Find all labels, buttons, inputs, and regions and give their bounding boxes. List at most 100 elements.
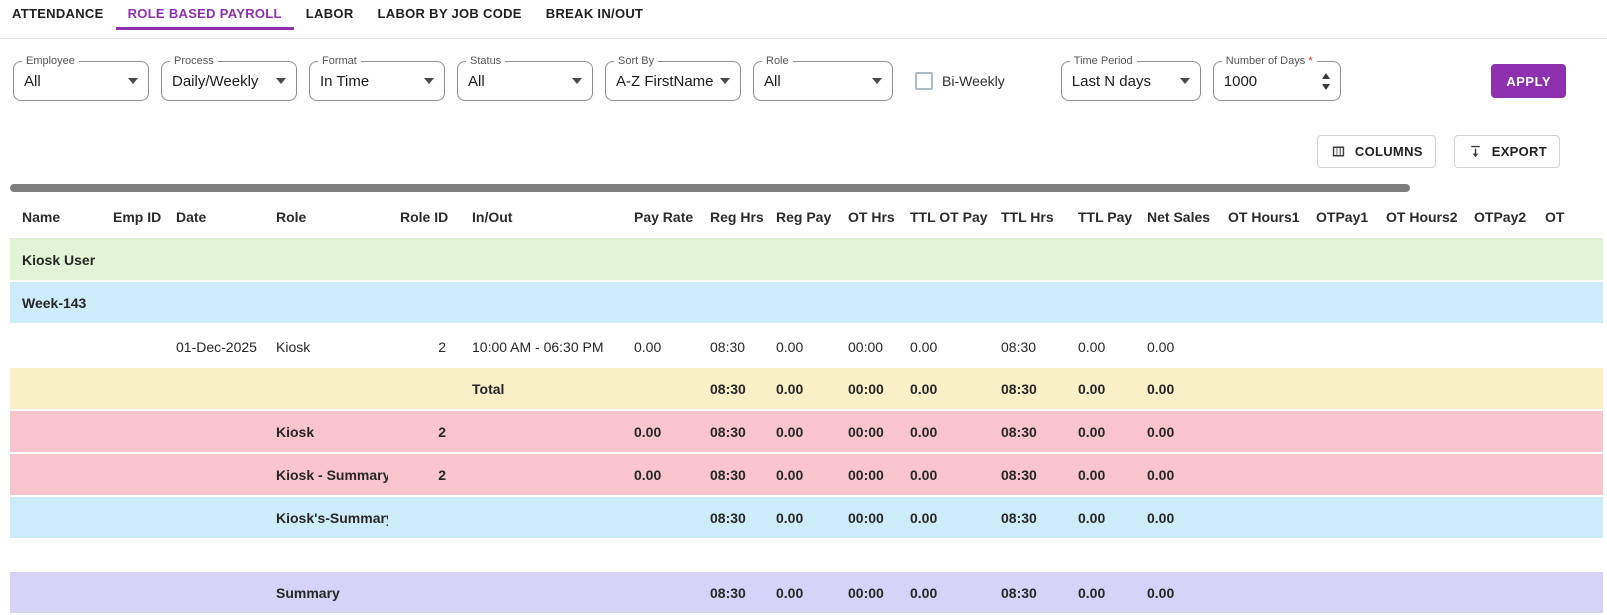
- spinner-down-icon[interactable]: [1321, 83, 1330, 90]
- number-of-days-spinner: [1321, 72, 1330, 90]
- cell-ttl-hrs: 08:30: [1001, 584, 1037, 601]
- tab-labor-by-job-code[interactable]: LABOR BY JOB CODE: [377, 6, 522, 21]
- cell-in-out: Total: [472, 380, 505, 397]
- cell-ot-hrs: 00:00: [848, 584, 884, 601]
- format-filter-value: In Time: [320, 72, 370, 90]
- table-row[interactable]: Summary 08:30 0.00 00:00 0.00 08:30 0.00 0.00: [10, 572, 1603, 615]
- bi-weekly-checkbox[interactable]: [915, 72, 933, 90]
- column-header-date[interactable]: Date: [176, 208, 207, 225]
- table-row[interactable]: Kiosk - Summary 2 0.00 08:30 0.00 00:00 0.00 08…: [10, 454, 1603, 497]
- cell-ttl-ot-pay: 0.00: [910, 338, 938, 355]
- table-row[interactable]: Kiosk User: [10, 239, 1603, 282]
- table-row[interactable]: Kiosk 2 0.00 08:30 0.00 00:00 0.00 08:30 0.00 0.0…: [10, 411, 1603, 454]
- process-filter-select[interactable]: Process Daily/Weekly: [161, 55, 297, 101]
- cell-role-id: 2: [438, 466, 446, 483]
- column-header-reg-pay[interactable]: Reg Pay: [776, 208, 832, 225]
- columns-button[interactable]: COLUMNS: [1316, 135, 1436, 168]
- table-row[interactable]: 01-Dec-2025 Kiosk 2 10:00 AM - 06:30 PM 0.00…: [10, 325, 1603, 368]
- table-row[interactable]: Week-143: [10, 282, 1603, 325]
- table-row[interactable]: Total 08:30 0.00 00:00 0.00 08:30 0.00 0.00: [10, 368, 1603, 411]
- cell-in-out: 10:00 AM - 06:30 PM: [472, 338, 604, 355]
- cell-role: Kiosk - Summary: [276, 466, 388, 483]
- tab-attendance[interactable]: ATTENDANCE: [12, 6, 104, 21]
- sort-by-filter-label: Sort By: [614, 55, 659, 67]
- cell-ttl-ot-pay: 0.00: [910, 466, 938, 483]
- column-header-role-id[interactable]: Role ID: [400, 208, 449, 225]
- number-of-days-input[interactable]: [1223, 72, 1294, 90]
- role-filter-select[interactable]: Role All: [753, 55, 893, 101]
- cell-ttl-hrs: 08:30: [1001, 338, 1037, 355]
- employee-filter-value: All: [24, 72, 41, 90]
- spinner-up-icon[interactable]: [1321, 72, 1330, 79]
- cell-role: Kiosk's-Summary: [276, 509, 388, 526]
- status-filter-value: All: [468, 72, 485, 90]
- cell-ttl-ot-pay: 0.00: [910, 509, 938, 526]
- cell-net-sales: 0.00: [1147, 380, 1175, 397]
- required-asterisk: *: [1308, 55, 1313, 67]
- cell-reg-pay: 0.00: [776, 509, 804, 526]
- cell-date: 01-Dec-2025: [176, 338, 257, 355]
- sort-by-filter-select[interactable]: Sort By A-Z FirstName: [605, 55, 741, 101]
- column-header-otpay1[interactable]: OTPay1: [1316, 208, 1369, 225]
- process-filter-label: Process: [170, 55, 218, 67]
- column-header-name[interactable]: Name: [22, 208, 61, 225]
- cell-role: Kiosk: [276, 423, 315, 440]
- export-button[interactable]: EXPORT: [1453, 135, 1560, 168]
- cell-reg-hrs: 08:30: [710, 338, 746, 355]
- cell-role-id: 2: [438, 423, 446, 440]
- tab-labor[interactable]: LABOR: [305, 6, 354, 21]
- columns-icon: [1332, 146, 1345, 157]
- column-header-ot-hours1[interactable]: OT Hours1: [1228, 208, 1300, 225]
- number-of-days-label: Number of Days *: [1221, 55, 1317, 67]
- cell-ttl-hrs: 08:30: [1001, 380, 1037, 397]
- cell-ttl-hrs: 08:30: [1001, 509, 1037, 526]
- cell-ot-hrs: 00:00: [848, 423, 884, 440]
- export-button-label: EXPORT: [1491, 144, 1547, 159]
- column-header-ttl-hrs[interactable]: TTL Hrs: [1001, 208, 1054, 225]
- cell-net-sales: 0.00: [1147, 338, 1175, 355]
- tab-break-in-out[interactable]: BREAK IN/OUT: [545, 6, 644, 21]
- cell-pay-rate: 0.00: [634, 338, 662, 355]
- cell-reg-pay: 0.00: [776, 338, 804, 355]
- cell-reg-hrs: 08:30: [710, 584, 746, 601]
- chevron-down-icon: [720, 78, 730, 84]
- column-header-ot[interactable]: OT: [1545, 208, 1565, 225]
- column-header-ttl-ot-pay[interactable]: TTL OT Pay: [910, 208, 988, 225]
- cell-ot-hrs: 00:00: [848, 466, 884, 483]
- time-period-select[interactable]: Time Period Last N days: [1060, 55, 1201, 101]
- apply-button[interactable]: APPLY: [1491, 64, 1566, 98]
- number-of-days-field: Number of Days *: [1212, 55, 1341, 101]
- column-header-role[interactable]: Role: [276, 208, 307, 225]
- process-filter-value: Daily/Weekly: [172, 72, 259, 90]
- data-grid: Name Emp ID Date Role Role ID In/Out Pay Rate R…: [10, 195, 1603, 615]
- column-header-in-out[interactable]: In/Out: [472, 208, 513, 225]
- format-filter-select[interactable]: Format In Time: [309, 55, 445, 101]
- horizontal-scrollbar-thumb[interactable]: [10, 184, 1410, 192]
- status-filter-select[interactable]: Status All: [457, 55, 593, 101]
- column-header-pay-rate[interactable]: Pay Rate: [634, 208, 694, 225]
- cell-ot-hrs: 00:00: [848, 509, 884, 526]
- column-header-ot-hours2[interactable]: OT Hours2: [1386, 208, 1458, 225]
- column-header-otpay2[interactable]: OTPay2: [1474, 208, 1527, 225]
- cell-pay-rate: 0.00: [634, 466, 662, 483]
- cell-role: Summary: [276, 584, 340, 601]
- cell-reg-pay: 0.00: [776, 466, 804, 483]
- cell-name: Kiosk User: [22, 251, 96, 268]
- chevron-down-icon: [128, 78, 138, 84]
- table-row[interactable]: Kiosk's-Summary 08:30 0.00 00:00 0.00 08:30 0.…: [10, 497, 1603, 540]
- cell-reg-hrs: 08:30: [710, 380, 746, 397]
- column-header-ttl-pay[interactable]: TTL Pay: [1078, 208, 1133, 225]
- column-header-net-sales[interactable]: Net Sales: [1147, 208, 1211, 225]
- column-header-ot-hrs[interactable]: OT Hrs: [848, 208, 895, 225]
- cell-net-sales: 0.00: [1147, 466, 1175, 483]
- cell-ot-hrs: 00:00: [848, 338, 884, 355]
- cell-ttl-hrs: 08:30: [1001, 423, 1037, 440]
- tab-role-based-payroll[interactable]: ROLE BASED PAYROLL: [115, 0, 294, 30]
- cell-reg-pay: 0.00: [776, 584, 804, 601]
- employee-filter-select[interactable]: Employee All: [13, 55, 149, 101]
- cell-reg-hrs: 08:30: [710, 423, 746, 440]
- cell-pay-rate: 0.00: [634, 423, 662, 440]
- column-header-reg-hrs[interactable]: Reg Hrs: [710, 208, 764, 225]
- cell-ttl-ot-pay: 0.00: [910, 380, 938, 397]
- column-header-emp-id[interactable]: Emp ID: [113, 208, 162, 225]
